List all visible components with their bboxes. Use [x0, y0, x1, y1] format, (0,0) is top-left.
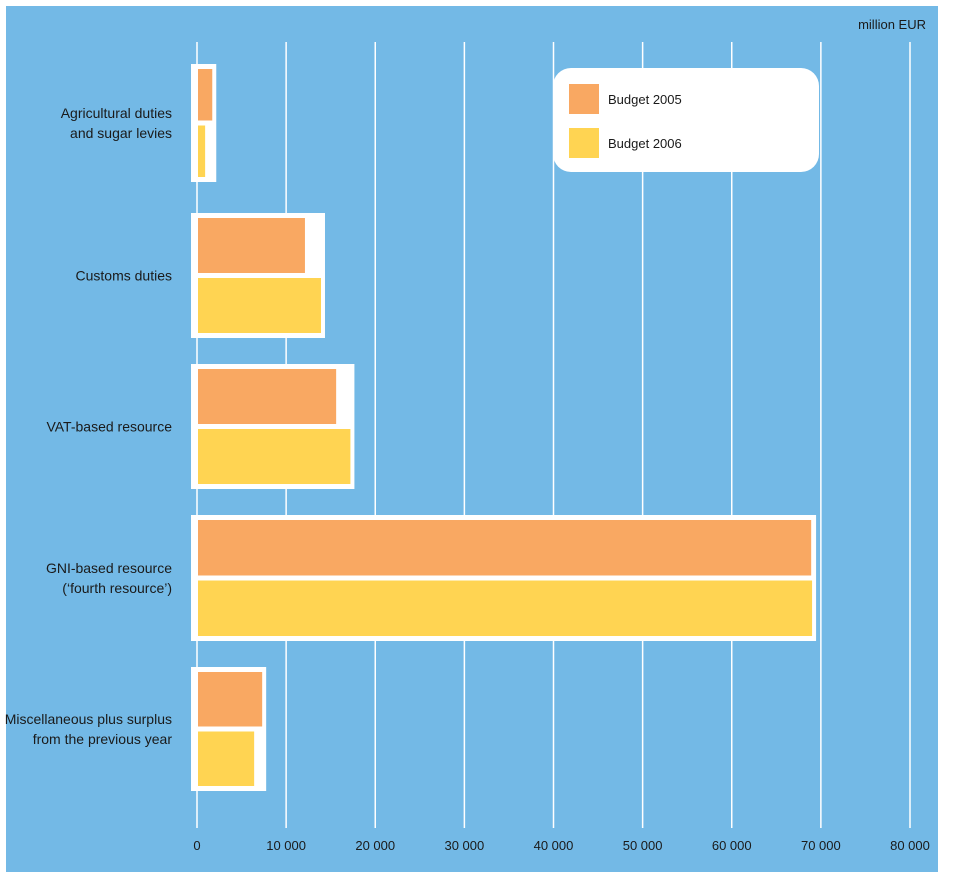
bar-budget-2005 [198, 672, 263, 727]
category-label: and sugar levies [70, 125, 172, 141]
bar-budget-2005 [198, 369, 337, 424]
x-tick-label: 70 000 [801, 838, 841, 853]
bar-budget-2005 [198, 218, 305, 273]
x-tick-label: 10 000 [266, 838, 306, 853]
category-label: GNI-based resource [46, 560, 172, 576]
x-tick-label: 50 000 [623, 838, 663, 853]
x-tick-label: 0 [193, 838, 200, 853]
bar-budget-2006 [198, 731, 255, 786]
legend-box [553, 68, 819, 172]
x-axis-tick-labels: 0 10 000 20 000 30 000 40 000 50 000 60 000 70 … [193, 838, 930, 853]
category-label: (‘fourth resource’) [62, 580, 172, 596]
category-label: Agricultural duties [61, 105, 172, 121]
category-label: Customs duties [76, 268, 172, 284]
bars-group [191, 64, 817, 791]
x-tick-label: 30 000 [444, 838, 484, 853]
x-tick-label: 40 000 [534, 838, 574, 853]
x-tick-label: 20 000 [355, 838, 395, 853]
bar-budget-2006 [198, 580, 813, 636]
x-tick-label: 60 000 [712, 838, 752, 853]
unit-label: million EUR [858, 17, 926, 32]
bar-budget-2006 [198, 125, 206, 177]
category-label: from the previous year [33, 731, 173, 747]
category-labels: Agricultural duties and sugar levies Custo… [5, 105, 173, 747]
bar-budget-2005 [198, 520, 812, 576]
bar-budget-2006 [198, 278, 321, 333]
legend-swatch-budget-2006 [569, 128, 599, 158]
legend-label-budget-2005: Budget 2005 [608, 92, 682, 107]
legend: Budget 2005 Budget 2006 [553, 68, 819, 172]
bar-budget-2006 [198, 429, 351, 484]
category-label: VAT-based resource [46, 419, 172, 435]
category-label: Miscellaneous plus surplus [5, 711, 172, 727]
legend-label-budget-2006: Budget 2006 [608, 136, 682, 151]
x-tick-label: 80 000 [890, 838, 930, 853]
bar-budget-2005 [198, 69, 213, 121]
legend-swatch-budget-2005 [569, 84, 599, 114]
